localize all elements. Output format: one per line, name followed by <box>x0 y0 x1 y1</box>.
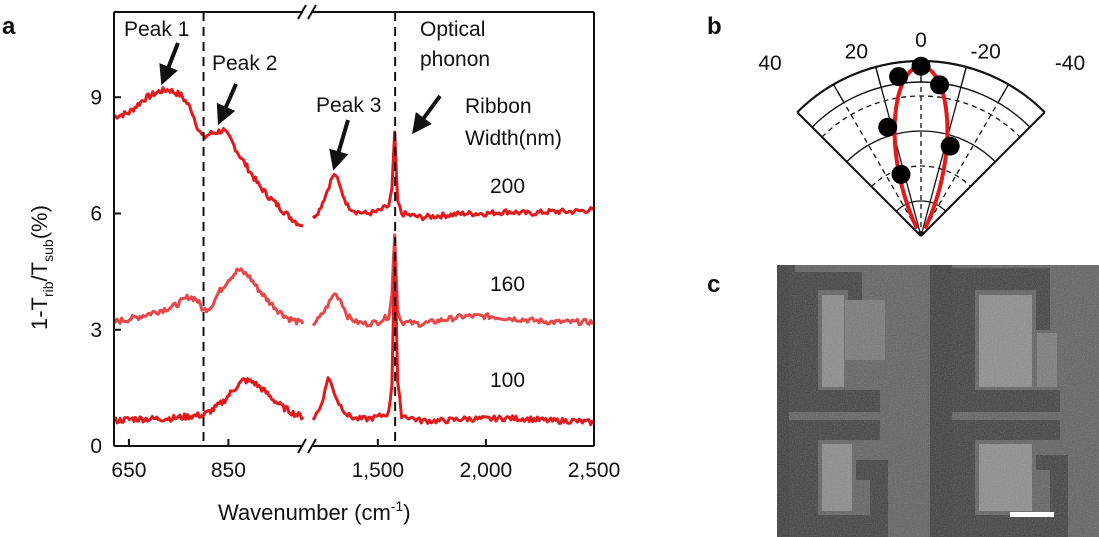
y-axis-title: 1-Trib/Tsub(%) <box>27 205 56 330</box>
annotation-label: Optical <box>420 18 485 41</box>
polar-band-tick <box>997 84 1010 103</box>
polar-band-tick <box>875 66 882 88</box>
polar-spoke <box>920 111 1046 237</box>
x-tick-label: 2,500 <box>568 459 621 482</box>
annotation-arrow <box>216 83 238 126</box>
y-tick-label: 6 <box>90 203 102 226</box>
polar-ring <box>846 130 996 163</box>
polar-data-point <box>889 67 909 87</box>
polar-band-tick <box>796 111 813 128</box>
legend-title-line1: Ribbon <box>465 95 532 118</box>
annotation-label: phonon <box>420 48 490 71</box>
chart-a-annotations: Peak 1 Peak 2 Peak 3 Optical phonon <box>124 18 490 171</box>
series-label-200: 200 <box>490 175 525 198</box>
polar-spoke <box>920 84 1010 237</box>
panel-letter-a: a <box>2 13 16 40</box>
annotation-arrow <box>412 94 442 135</box>
annotation-arrow <box>329 119 350 171</box>
axis-break-mark <box>307 438 317 454</box>
x-tick-label: 1,500 <box>352 459 405 482</box>
series-line-160-seg2 <box>311 233 595 328</box>
x-tick-label: 850 <box>211 459 246 482</box>
polar-angle-label: 40 <box>758 52 781 75</box>
polar-data-point <box>878 117 898 137</box>
polar-ring <box>895 200 947 212</box>
polar-angle-label: -20 <box>970 40 1000 63</box>
series-line-100-seg2 <box>311 251 595 427</box>
panel-letter-b: b <box>707 13 722 40</box>
series-label-160: 160 <box>490 273 525 296</box>
series-line-200-seg2 <box>311 130 595 222</box>
y-tick-label: 9 <box>90 86 102 109</box>
polar-angle-label: -40 <box>1055 52 1085 75</box>
annotation-label: Peak 3 <box>316 94 381 117</box>
scale-bar <box>1010 512 1054 517</box>
polar-data-point <box>891 164 911 184</box>
series-label-100: 100 <box>490 369 525 392</box>
chart-a-ticks: 0 3 6 9 650 850 1,500 2,000 2,500 <box>90 86 620 482</box>
x-tick-label: 2,000 <box>460 459 513 482</box>
polar-data-point <box>911 56 931 76</box>
axis-break-mark <box>307 4 317 20</box>
annotation-label: Peak 2 <box>212 52 277 75</box>
series-line-200-seg1 <box>113 86 304 228</box>
axis-break-mark <box>297 438 307 454</box>
annotation-arrow <box>159 42 180 86</box>
x-axis-title: Wavenumber (cm-1) <box>218 498 411 525</box>
legend-title-line2: Width(nm) <box>465 127 562 150</box>
polar-band-tick <box>960 66 967 88</box>
series-line-100-seg1 <box>112 377 305 425</box>
polar-band-tick <box>1029 111 1046 128</box>
axis-break-mark <box>297 4 307 20</box>
polar-spoke <box>796 111 922 237</box>
annotation-label: Peak 1 <box>124 18 189 41</box>
polar-spoke <box>832 84 922 237</box>
polar-band-tick <box>832 84 845 103</box>
y-tick-label: 3 <box>90 319 102 342</box>
chart-a-axes <box>113 4 595 454</box>
polar-angle-label: 0 <box>915 29 927 52</box>
polar-data <box>878 56 960 230</box>
sem-micrograph <box>777 265 1099 537</box>
series-line-160-seg1 <box>112 267 305 326</box>
polar-angle-label: 20 <box>845 40 868 63</box>
y-tick-label: 0 <box>90 435 102 458</box>
polar-ring <box>871 165 971 187</box>
polar-spoke <box>875 66 922 237</box>
panel-letter-c: c <box>707 271 720 298</box>
chart-a-series: 200 160 100 <box>112 86 595 427</box>
polar-data-point <box>930 75 950 95</box>
x-tick-label: 650 <box>111 459 146 482</box>
polar-data-point <box>940 136 960 156</box>
